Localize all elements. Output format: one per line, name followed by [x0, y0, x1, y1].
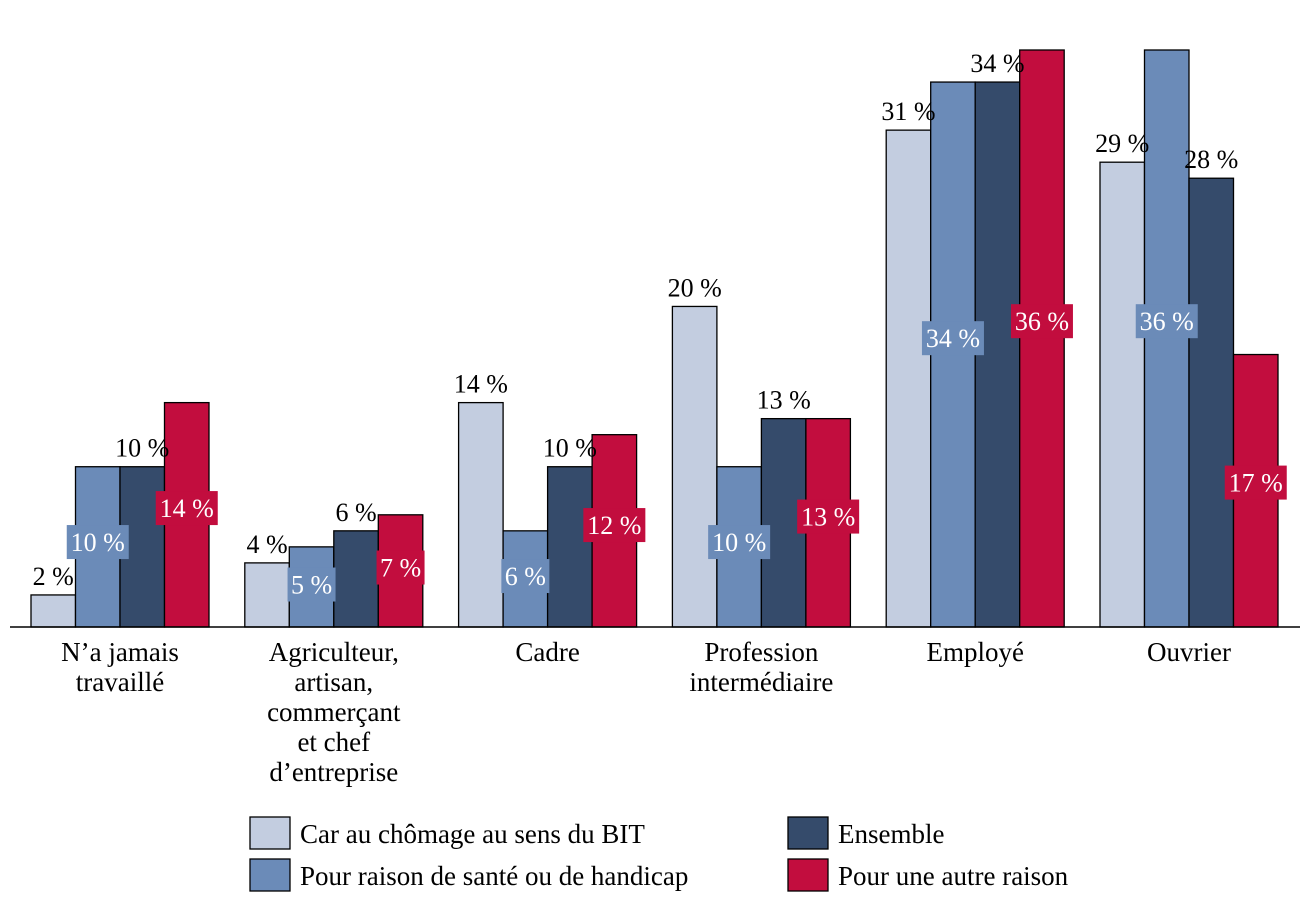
data-label: 13 % — [757, 386, 811, 415]
data-label-background — [1010, 304, 1073, 339]
data-label: 29 % — [1095, 129, 1149, 158]
legend: Car au chômage au sens du BIT Pour raison… — [249, 816, 1069, 892]
data-label: 6 % — [505, 562, 546, 591]
bar — [1019, 49, 1065, 628]
bar — [671, 305, 718, 628]
data-label: 36 % — [1015, 307, 1069, 336]
legend-label: Car au chômage au sens du BIT — [300, 819, 645, 849]
data-label-background — [501, 559, 550, 594]
bar — [1188, 177, 1235, 628]
data-label-background — [797, 499, 860, 534]
data-label: 36 % — [1140, 307, 1194, 336]
bar — [244, 562, 290, 628]
data-label: 10 % — [543, 434, 597, 463]
bar — [546, 466, 593, 628]
data-label: 20 % — [668, 273, 722, 302]
bar — [457, 401, 504, 628]
bar — [885, 129, 932, 628]
legend-swatch — [787, 858, 829, 892]
data-label: 10 % — [115, 434, 169, 463]
bar — [1099, 161, 1146, 628]
category-labels-layer: N’a jamais travaillé Agriculteur, artisan, c… — [61, 637, 1231, 787]
data-label-background — [155, 491, 218, 526]
data-label-background — [66, 525, 129, 560]
data-label: 5 % — [291, 571, 332, 600]
data-label: 7 % — [380, 554, 421, 583]
data-label: 13 % — [801, 503, 855, 532]
data-label: 2 % — [33, 562, 74, 591]
legend-label: Ensemble — [838, 819, 944, 849]
data-label: 14 % — [160, 494, 214, 523]
data-label-background — [376, 550, 425, 585]
data-label: 6 % — [335, 498, 376, 527]
legend-label: Pour raison de santé ou de handicap — [300, 861, 688, 891]
category-label: Ouvrier — [1147, 637, 1231, 667]
data-label: 4 % — [246, 530, 287, 559]
category-label: N’a jamais travaillé — [61, 637, 179, 697]
data-label: 14 % — [454, 370, 508, 399]
data-label: 34 % — [970, 49, 1024, 78]
data-label-background — [583, 508, 646, 543]
data-label: 31 % — [881, 97, 935, 126]
data-label-background — [708, 525, 771, 560]
data-label-background — [921, 321, 984, 356]
legend-label: Pour une autre raison — [838, 861, 1069, 891]
category-label: Employé — [926, 637, 1023, 667]
data-label-background — [287, 567, 336, 602]
data-label: 12 % — [587, 511, 641, 540]
data-label-background — [1135, 304, 1198, 339]
category-label: Cadre — [515, 637, 579, 667]
legend-swatch — [787, 816, 829, 850]
bar — [1143, 49, 1190, 628]
data-labels-layer: 2 %10 %10 %14 %4 %5 %6 %7 %14 %6 %10 %12… — [33, 49, 1287, 602]
data-label: 10 % — [71, 528, 125, 557]
data-label: 28 % — [1184, 145, 1238, 174]
bar — [30, 594, 77, 628]
data-label-background — [1224, 465, 1287, 500]
data-label: 17 % — [1229, 469, 1283, 498]
legend-swatch — [249, 858, 291, 892]
data-label: 34 % — [926, 324, 980, 353]
bars-layer — [30, 49, 1279, 628]
data-label: 10 % — [712, 528, 766, 557]
legend-swatch — [249, 816, 291, 850]
bar — [333, 530, 379, 628]
category-label: Agriculteur, artisan, commerçant et chef d’e… — [267, 637, 401, 787]
category-label: Profession intermédiaire — [689, 637, 833, 697]
